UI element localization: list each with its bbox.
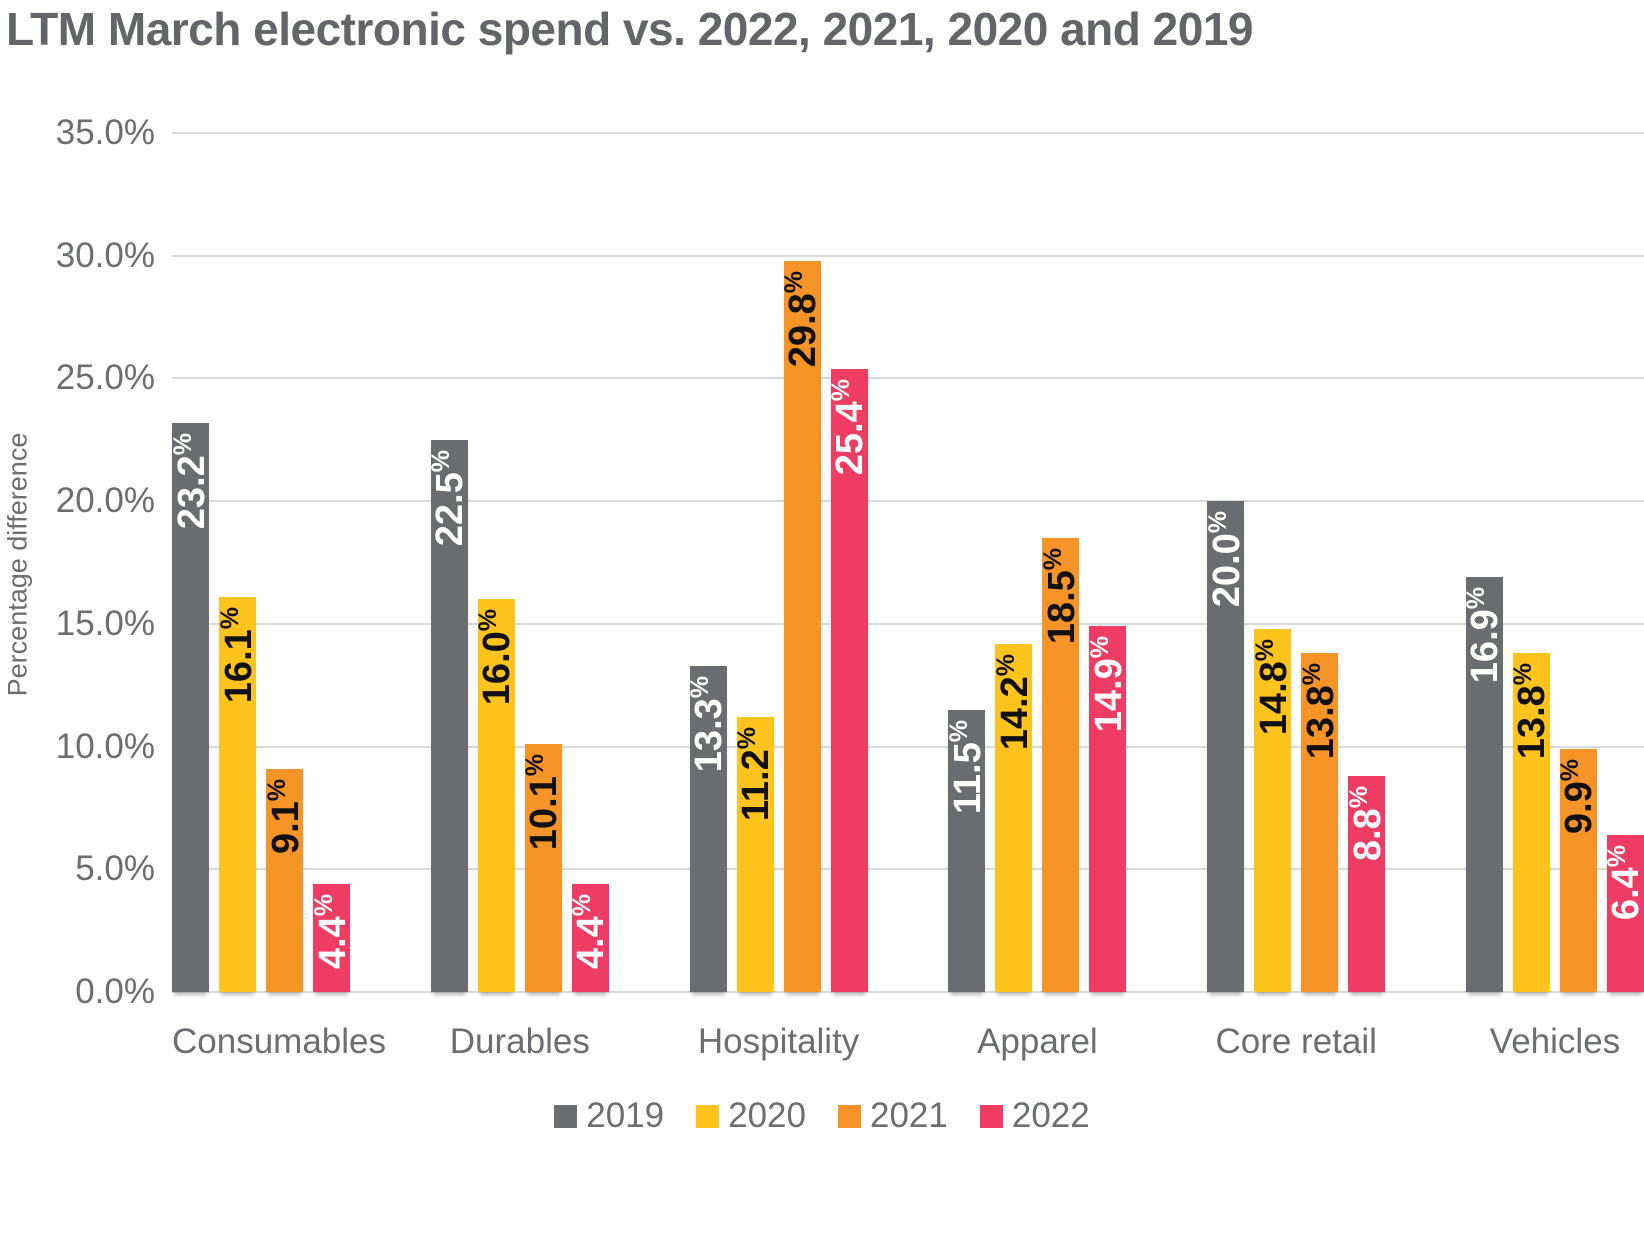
bar-2020-apparel: 14.2%	[991, 643, 1036, 992]
bar-value-label: 10.1%	[521, 754, 566, 851]
legend-swatch-2019	[554, 1104, 578, 1128]
bar-group-apparel: 11.5% 14.2% 18.5% 14.9%	[944, 133, 1130, 992]
y-tick-label: 15.0%	[55, 603, 155, 643]
category-label-core-retail: Core retail	[1215, 1022, 1377, 1061]
bar-2019-apparel: 11.5%	[944, 709, 989, 992]
category-label-hospitality: Hospitality	[697, 1022, 860, 1061]
bar-2021-vehicles: 9.9%	[1556, 749, 1601, 992]
bar-value-label: 4.4%	[568, 894, 613, 970]
y-tick-label: 10.0%	[55, 726, 155, 766]
legend-label-2021: 2021	[870, 1096, 948, 1135]
legend-label-2019: 2019	[586, 1096, 665, 1135]
category-label-vehicles: Vehicles	[1489, 1022, 1621, 1061]
bar-2022-hospitality: 25.4%	[827, 368, 872, 992]
bar-2021-consumables: 9.1%	[262, 768, 307, 992]
category-label-durables: Durables	[449, 1022, 590, 1061]
bar-2021-apparel: 18.5%	[1038, 537, 1083, 992]
bar-2022-core-retail: 8.8%	[1344, 776, 1389, 992]
bar-value-label: 14.8%	[1250, 638, 1295, 735]
bar-value-label: 16.9%	[1462, 587, 1507, 684]
bar-value-label: 6.4%	[1603, 844, 1644, 920]
bar-2022-consumables: 4.4%	[309, 884, 354, 992]
bar-group-core-retail: 20.0% 14.8% 13.8% 8.8%	[1203, 133, 1389, 992]
gridline	[172, 377, 1644, 380]
legend-item-2020: 2020	[696, 1096, 806, 1136]
legend-item-2021: 2021	[838, 1096, 948, 1136]
category-label-apparel: Apparel	[977, 1022, 1098, 1061]
bar-value-label: 9.9%	[1556, 759, 1601, 835]
bar-value-label: 13.8%	[1297, 663, 1342, 760]
bar-2019-consumables: 23.2%	[168, 422, 213, 992]
legend-item-2019: 2019	[554, 1096, 664, 1136]
legend-swatch-2020	[696, 1104, 720, 1128]
plot-area: 23.2% 16.1% 9.1% 4.4% 22.5% 16.0% 10.1% 4.4% 13.…	[168, 132, 1644, 993]
y-axis-title: Percentage difference	[2, 432, 33, 697]
bar-value-label: 13.3%	[686, 675, 731, 772]
y-tick-label: 5.0%	[75, 849, 155, 889]
bar-value-label: 25.4%	[827, 378, 872, 475]
bar-value-label: 16.0%	[474, 609, 519, 706]
legend-label-2022: 2022	[1011, 1096, 1090, 1135]
bar-2022-apparel: 14.9%	[1085, 626, 1130, 992]
bar-2019-hospitality: 13.3%	[686, 665, 731, 992]
y-tick-label: 35.0%	[55, 113, 155, 152]
gridline	[172, 991, 1644, 993]
legend-swatch-2022	[979, 1104, 1003, 1128]
bar-value-label: 22.5%	[427, 449, 472, 546]
legend-label-2020: 2020	[728, 1096, 806, 1135]
bar-2022-vehicles: 6.4%	[1603, 834, 1644, 992]
bar-2019-durables: 22.5%	[427, 439, 472, 992]
legend: 2019 2020 2021 2022	[0, 1096, 1644, 1136]
y-tick-label: 30.0%	[55, 235, 155, 275]
bar-value-label: 14.2%	[991, 653, 1036, 750]
bar-2020-hospitality: 11.2%	[733, 717, 778, 992]
bar-value-label: 23.2%	[168, 432, 213, 529]
bar-group-durables: 22.5% 16.0% 10.1% 4.4%	[427, 133, 613, 992]
bar-value-label: 16.1%	[215, 606, 260, 704]
bar-group-hospitality: 13.3% 11.2% 29.8% 25.4%	[686, 133, 872, 992]
bar-value-label: 13.8%	[1509, 663, 1554, 760]
bar-value-label: 11.5%	[944, 719, 989, 814]
bar-2021-core-retail: 13.8%	[1297, 653, 1342, 992]
x-axis-category-labels: Consumables Durables Hospitality Apparel…	[172, 1022, 1644, 1062]
y-tick-label: 25.0%	[55, 358, 155, 398]
bar-value-label: 4.4%	[309, 894, 354, 970]
bar-value-label: 20.0%	[1203, 511, 1248, 608]
gridline	[172, 132, 1644, 134]
bar-value-label: 29.8%	[780, 270, 825, 367]
bar-2022-durables: 4.4%	[568, 884, 613, 992]
bar-group-vehicles: 16.9% 13.8% 9.9% 6.4%	[1462, 133, 1644, 992]
bar-2019-core-retail: 20.0%	[1203, 501, 1248, 992]
bar-groups: 23.2% 16.1% 9.1% 4.4% 22.5% 16.0% 10.1% 4.4% 13.…	[168, 133, 1644, 992]
legend-item-2022: 2022	[979, 1096, 1090, 1136]
bar-2019-vehicles: 16.9%	[1462, 577, 1507, 992]
chart-title: LTM March electronic spend vs. 2022, 202…	[6, 3, 1254, 55]
y-tick-label: 20.0%	[55, 481, 155, 521]
gridline	[172, 868, 1644, 871]
bar-2020-durables: 16.0%	[474, 599, 519, 992]
bar-value-label: 9.1%	[262, 778, 307, 854]
bar-2021-durables: 10.1%	[521, 744, 566, 992]
bar-value-label: 11.2%	[733, 727, 778, 822]
bar-group-consumables: 23.2% 16.1% 9.1% 4.4%	[168, 133, 354, 992]
bar-value-label: 8.8%	[1344, 786, 1389, 862]
category-label-consumables: Consumables	[172, 1022, 386, 1061]
bar-value-label: 18.5%	[1038, 547, 1083, 645]
legend-swatch-2021	[838, 1104, 861, 1128]
bar-2020-core-retail: 14.8%	[1250, 628, 1295, 992]
y-tick-label: 0.0%	[75, 972, 155, 1011]
bar-value-label: 14.9%	[1085, 636, 1130, 733]
gridline	[172, 622, 1644, 625]
gridline	[172, 500, 1644, 503]
gridline	[172, 745, 1644, 748]
gridline	[172, 254, 1644, 257]
bar-2020-vehicles: 13.8%	[1509, 653, 1554, 992]
bar-2020-consumables: 16.1%	[215, 596, 260, 992]
bar-2021-hospitality: 29.8%	[780, 260, 825, 992]
